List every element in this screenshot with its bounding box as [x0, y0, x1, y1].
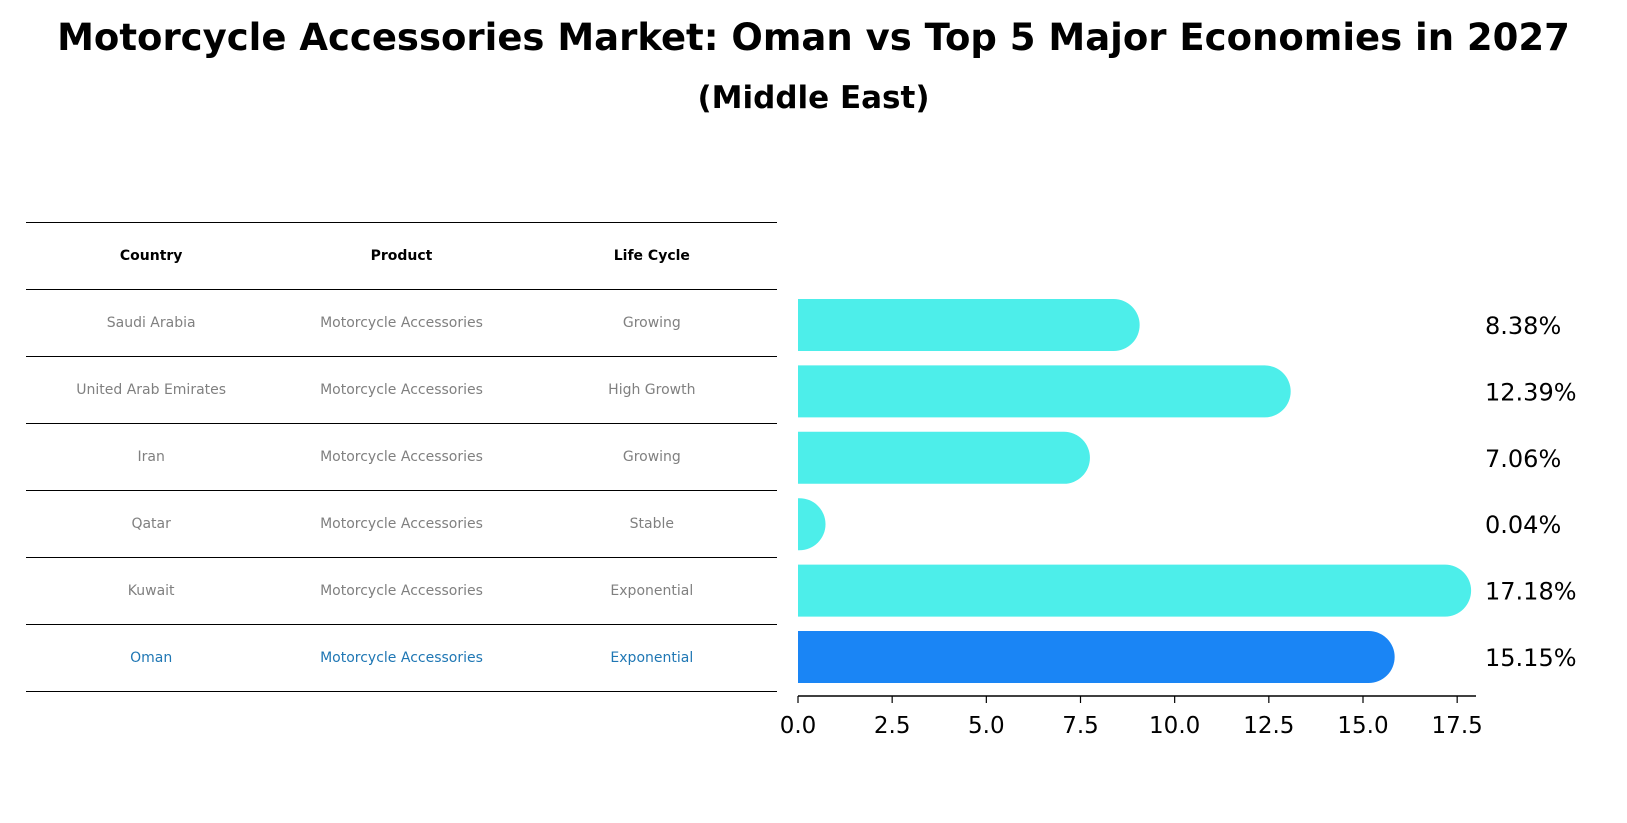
x-tick-label: 10.0: [1149, 713, 1200, 739]
bar: [798, 299, 1140, 351]
value-label: 12.39%: [1485, 378, 1577, 406]
value-label: 17.18%: [1485, 578, 1577, 606]
x-tick-label: 0.0: [780, 713, 817, 739]
header-country: Country: [26, 222, 277, 290]
x-tick-label: 2.5: [874, 713, 911, 739]
x-tick-label: 15.0: [1337, 713, 1388, 739]
x-tick-label: 5.0: [968, 713, 1005, 739]
chart-subtitle: (Middle East): [697, 80, 930, 116]
value-label: 8.38%: [1485, 312, 1561, 340]
product-cell: Motorcycle Accessories: [276, 356, 527, 424]
chart-title: Motorcycle Accessories Market: Oman vs T…: [57, 16, 1570, 59]
header-life-cycle: Life Cycle: [526, 222, 777, 290]
table-row: United Arab Emirates Motorcycle Accessor…: [26, 356, 777, 424]
table-header-row: Country Product Life Cycle: [26, 222, 777, 290]
life-cycle-cell: Growing: [526, 423, 777, 491]
x-tick-label: 12.5: [1243, 713, 1294, 739]
value-label: 0.04%: [1485, 511, 1561, 539]
value-label: 15.15%: [1485, 644, 1577, 672]
product-cell: Motorcycle Accessories: [276, 557, 527, 625]
life-cycle-cell: Exponential: [526, 557, 777, 625]
header-product: Product: [276, 222, 527, 290]
product-cell: Motorcycle Accessories: [276, 423, 527, 491]
country-cell: Saudi Arabia: [26, 289, 277, 357]
bar: [798, 564, 1472, 617]
table-row: Iran Motorcycle Accessories Growing: [26, 423, 777, 491]
x-tick-label: 17.5: [1432, 713, 1483, 739]
table-row: Saudi Arabia Motorcycle Accessories Grow…: [26, 289, 777, 357]
bar-highlight: [798, 631, 1395, 683]
life-cycle-cell: Growing: [526, 289, 777, 357]
life-cycle-cell: High Growth: [526, 356, 777, 424]
country-cell: Oman: [26, 624, 277, 692]
life-cycle-cell: Exponential: [526, 624, 777, 692]
country-cell: Kuwait: [26, 557, 277, 625]
table-row: Kuwait Motorcycle Accessories Exponentia…: [26, 557, 777, 625]
value-label: 7.06%: [1485, 445, 1561, 473]
country-cell: Iran: [26, 423, 277, 491]
bar: [798, 365, 1291, 418]
product-cell: Motorcycle Accessories: [276, 289, 527, 357]
product-cell: Motorcycle Accessories: [276, 490, 527, 558]
product-cell: Motorcycle Accessories: [276, 624, 527, 692]
country-cell: United Arab Emirates: [26, 356, 277, 424]
country-cell: Qatar: [26, 490, 277, 558]
country-table: Country Product Life Cycle Saudi Arabia …: [26, 222, 777, 692]
table-row: Qatar Motorcycle Accessories Stable: [26, 490, 777, 558]
table-row-highlight: Oman Motorcycle Accessories Exponential: [26, 624, 777, 692]
life-cycle-cell: Stable: [526, 490, 777, 558]
x-tick-label: 7.5: [1062, 713, 1099, 739]
bar: [798, 431, 1090, 484]
bar: [798, 498, 826, 551]
